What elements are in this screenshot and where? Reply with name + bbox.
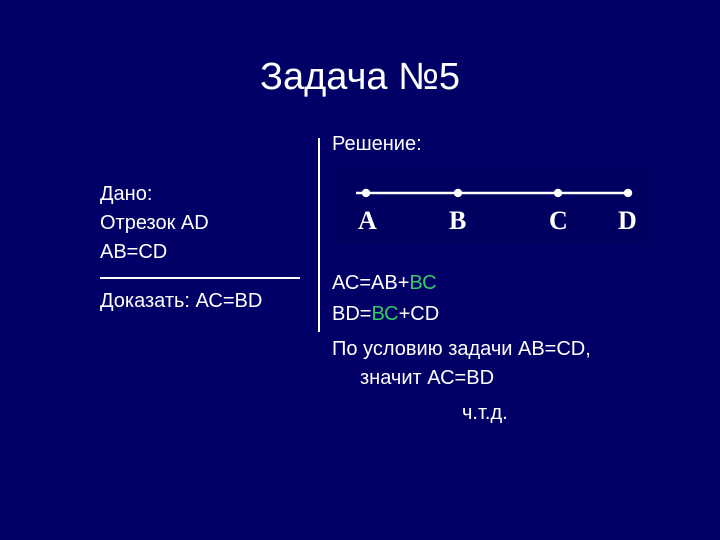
- given-line-1: Отрезок АD: [100, 209, 310, 238]
- diagram-label-c: C: [549, 206, 568, 235]
- prove-line: Доказать: АС=ВD: [100, 287, 310, 316]
- diagram-point-c: [554, 189, 562, 197]
- eq2-post: +CD: [399, 303, 440, 325]
- given-line-2: АВ=СD: [100, 238, 310, 267]
- diagram-point-a: [362, 189, 370, 197]
- diagram-label-a: A: [358, 206, 377, 235]
- solution-heading: Решение:: [332, 130, 662, 159]
- conclusion-line1: По условию задачи АВ=CD,: [332, 338, 591, 360]
- conclusion: По условию задачи АВ=CD, значит АС=ВD: [332, 335, 662, 393]
- given-divider: [100, 277, 300, 279]
- eq2-bc: ВС: [371, 303, 398, 325]
- vertical-separator: [318, 138, 320, 332]
- diagram-label-b: B: [449, 206, 466, 235]
- given-heading: Дано:: [100, 180, 310, 209]
- equation-ac: АС=АВ+ВС: [332, 269, 662, 298]
- diagram-point-d: [624, 189, 632, 197]
- eq2-pre: ВD=: [332, 303, 371, 325]
- given-block: Дано: Отрезок АD АВ=СD Доказать: АС=ВD: [100, 180, 310, 316]
- diagram-point-b: [454, 189, 462, 197]
- qed: ч.т.д.: [332, 399, 662, 428]
- equation-bd: ВD=ВС+CD: [332, 300, 662, 329]
- slide-title: Задача №5: [0, 56, 720, 99]
- segment-diagram: A B C D: [332, 167, 652, 245]
- solution-block: Решение: ABCD АС=АВ+ВС ВD=ВС+CD По услов…: [332, 130, 662, 428]
- eq1-bc: ВС: [409, 272, 436, 294]
- conclusion-line2: значит АС=ВD: [332, 364, 662, 393]
- eq1-pre: АС=АВ+: [332, 272, 409, 294]
- diagram-label-d: D: [618, 206, 637, 235]
